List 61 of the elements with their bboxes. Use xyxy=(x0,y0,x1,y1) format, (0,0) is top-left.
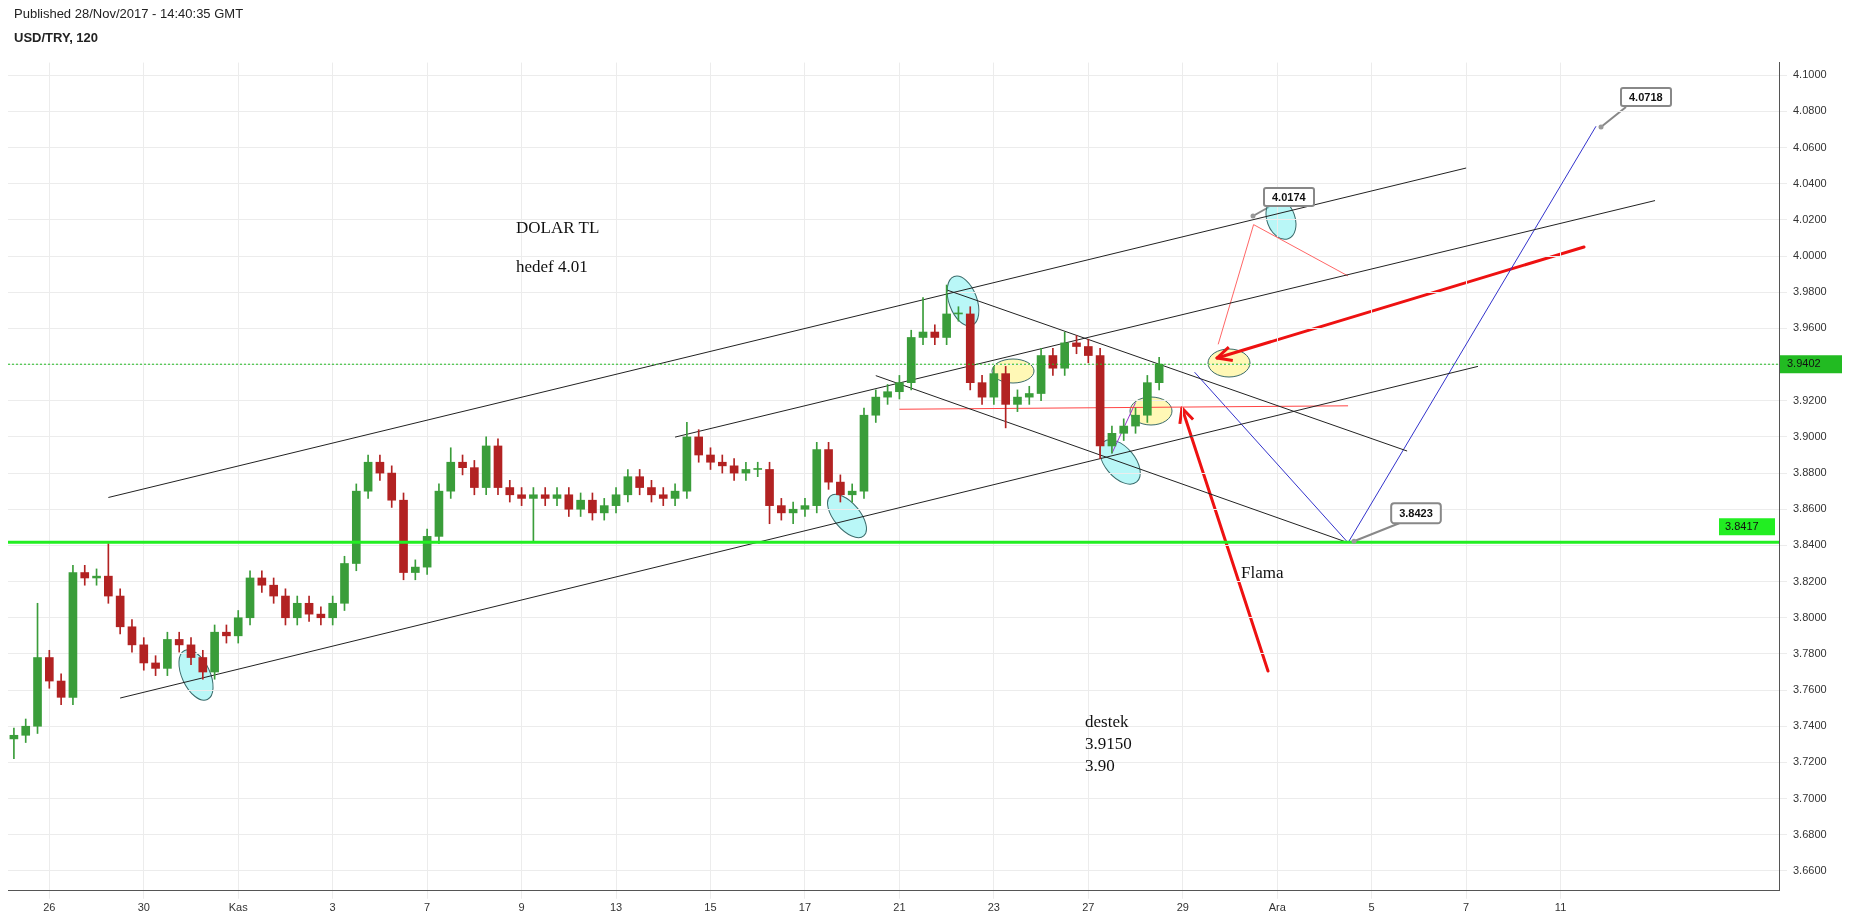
y-tick-label: 3.9600 xyxy=(1793,321,1827,334)
y-tick-label: 3.9800 xyxy=(1793,285,1827,298)
y-tick-label: 4.1000 xyxy=(1793,68,1827,81)
candlestick xyxy=(1024,385,1034,405)
y-tick-label: 3.8000 xyxy=(1793,610,1827,623)
x-tick-label: Kas xyxy=(228,901,249,914)
x-tick-label: 30 xyxy=(137,901,150,914)
y-tick-label: 4.0200 xyxy=(1793,212,1827,225)
y-tick-label: 3.7600 xyxy=(1793,683,1827,696)
y-tick-label: 3.9000 xyxy=(1793,429,1827,442)
x-tick-label: 23 xyxy=(987,901,1000,914)
x-tick-label: 15 xyxy=(704,901,717,914)
x-tick-label: 5 xyxy=(1368,901,1375,914)
x-tick-label: 7 xyxy=(424,901,431,914)
y-tick-label: 3.6600 xyxy=(1793,863,1827,876)
annotation: hedef 4.01 xyxy=(516,257,588,277)
candlestick xyxy=(717,454,727,474)
y-tick-label: 4.0800 xyxy=(1793,104,1827,117)
y-tick-label: 3.6800 xyxy=(1793,827,1827,840)
candlestick xyxy=(658,487,668,506)
annotation: 3.90 xyxy=(1085,756,1115,776)
x-tick-label: 13 xyxy=(609,901,623,914)
candlestick xyxy=(847,483,857,503)
x-tick-label: 7 xyxy=(1463,901,1470,914)
annotation: 4.0174 xyxy=(1263,187,1315,207)
y-tick-label: 3.8200 xyxy=(1793,574,1827,587)
annotation: 3.8423 xyxy=(1399,507,1433,520)
y-tick-label: 3.7200 xyxy=(1793,755,1827,768)
x-tick-label: Ara xyxy=(1268,901,1287,914)
y-tick-label: 3.8800 xyxy=(1793,466,1827,479)
y-tick-label: 4.0600 xyxy=(1793,140,1827,153)
x-tick-label: 26 xyxy=(43,901,56,914)
x-tick-label: 9 xyxy=(518,901,525,914)
annotation: Flama xyxy=(1241,563,1284,583)
candlestick xyxy=(918,297,928,346)
x-tick-label: 27 xyxy=(1082,901,1095,914)
candlestick xyxy=(800,498,810,517)
y-tick-label: 3.7400 xyxy=(1793,719,1827,732)
candlestick xyxy=(753,461,763,478)
y-tick-label: 3.7000 xyxy=(1793,791,1827,804)
annotation: 4.0718 xyxy=(1620,87,1672,107)
x-tick-label: 17 xyxy=(798,901,812,914)
y-tick-label: 3.9200 xyxy=(1793,393,1827,406)
y-tick-label: 4.0400 xyxy=(1793,176,1827,189)
annotation: destek xyxy=(1085,712,1129,732)
candlestick xyxy=(540,487,550,506)
y-tick-label: 3.8400 xyxy=(1793,538,1827,551)
annotation: DOLAR TL xyxy=(516,218,600,238)
x-tick-label: 3 xyxy=(329,901,336,914)
y-tick-label: 3.7800 xyxy=(1793,646,1827,659)
y-tick-label: 3.8600 xyxy=(1793,502,1827,515)
x-tick-label: 11 xyxy=(1554,901,1567,914)
candlestick xyxy=(552,487,562,506)
y-tick-label: 4.0000 xyxy=(1793,249,1827,262)
chart-subtitle: Published 28/Nov/2017 - 14:40:35 GMT xyxy=(14,6,244,21)
chart-title: USD/TRY, 120 xyxy=(14,30,99,45)
x-tick-label: 21 xyxy=(893,901,906,914)
annotation: 3.9150 xyxy=(1085,734,1132,754)
ref-line-label: 3.9402 xyxy=(1787,357,1821,370)
ref-line-label: 3.8417 xyxy=(1725,520,1759,533)
x-tick-label: 29 xyxy=(1176,901,1189,914)
